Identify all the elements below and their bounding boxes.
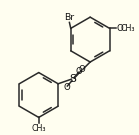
- Text: O: O: [63, 83, 70, 92]
- Text: O: O: [116, 24, 123, 33]
- Text: CH₃: CH₃: [31, 124, 46, 133]
- Text: O: O: [78, 65, 85, 74]
- Text: Br: Br: [64, 13, 74, 22]
- Text: O: O: [76, 67, 83, 76]
- Text: S: S: [70, 74, 76, 84]
- Text: CH₃: CH₃: [120, 24, 135, 33]
